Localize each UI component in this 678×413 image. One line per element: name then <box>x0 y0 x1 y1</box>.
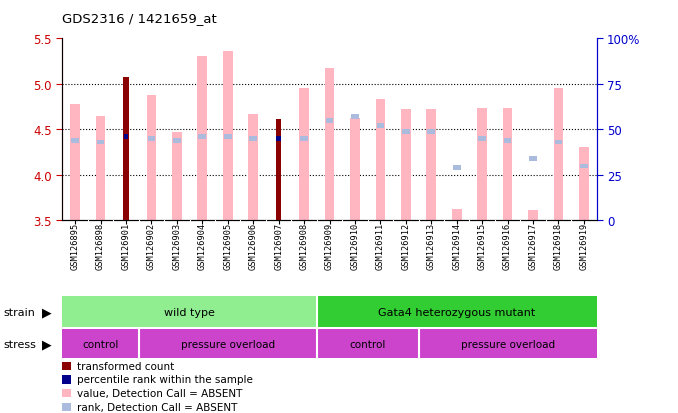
Bar <box>71 104 80 221</box>
Bar <box>530 157 537 161</box>
Text: GSM126914: GSM126914 <box>452 222 461 270</box>
Bar <box>223 52 233 221</box>
Text: control: control <box>82 339 119 349</box>
Text: control: control <box>349 339 386 349</box>
Bar <box>504 139 511 143</box>
Text: pressure overload: pressure overload <box>460 339 555 349</box>
Bar <box>402 130 410 134</box>
Bar <box>123 78 129 221</box>
Bar <box>71 139 79 143</box>
Bar <box>148 137 155 142</box>
Bar <box>580 164 588 169</box>
Bar <box>97 140 104 145</box>
Text: transformed count: transformed count <box>77 361 174 371</box>
Text: rank, Detection Call = ABSENT: rank, Detection Call = ABSENT <box>77 402 238 412</box>
Text: GSM126895: GSM126895 <box>71 222 79 270</box>
Text: Gata4 heterozygous mutant: Gata4 heterozygous mutant <box>378 307 536 317</box>
Bar <box>479 137 486 142</box>
Bar <box>173 139 180 143</box>
Bar <box>418 330 597 358</box>
Bar <box>197 57 207 221</box>
Bar <box>452 209 462 221</box>
Bar <box>96 116 105 221</box>
Text: GSM126911: GSM126911 <box>376 222 385 270</box>
Text: GSM126912: GSM126912 <box>401 222 410 270</box>
Bar <box>317 297 597 328</box>
Bar <box>123 135 128 140</box>
Text: percentile rank within the sample: percentile rank within the sample <box>77 375 253 385</box>
Bar <box>350 119 360 221</box>
Bar <box>376 124 384 129</box>
Bar <box>62 330 139 358</box>
Text: wild type: wild type <box>164 307 215 317</box>
Bar <box>401 110 411 221</box>
Text: GSM126901: GSM126901 <box>121 222 130 270</box>
Text: GSM126902: GSM126902 <box>147 222 156 270</box>
Bar <box>351 115 359 120</box>
Bar <box>250 137 257 142</box>
Bar <box>477 108 487 221</box>
Text: GDS2316 / 1421659_at: GDS2316 / 1421659_at <box>62 12 217 25</box>
Bar <box>172 133 182 221</box>
Bar <box>146 95 156 221</box>
Bar <box>427 130 435 134</box>
Text: GSM126910: GSM126910 <box>351 222 359 270</box>
Text: GSM126907: GSM126907 <box>274 222 283 270</box>
Text: GSM126908: GSM126908 <box>300 222 308 270</box>
Bar <box>317 330 418 358</box>
Text: value, Detection Call = ABSENT: value, Detection Call = ABSENT <box>77 388 243 398</box>
Text: GSM126898: GSM126898 <box>96 222 105 270</box>
Bar <box>554 88 563 221</box>
Text: GSM126919: GSM126919 <box>580 222 589 270</box>
Text: ▶: ▶ <box>42 337 52 351</box>
Bar <box>325 69 334 221</box>
Text: GSM126913: GSM126913 <box>426 222 436 270</box>
Bar <box>300 137 308 142</box>
Bar <box>139 330 317 358</box>
Text: GSM126917: GSM126917 <box>529 222 538 270</box>
Bar <box>528 210 538 221</box>
Bar <box>376 100 385 221</box>
Bar <box>248 115 258 221</box>
Bar <box>299 89 309 221</box>
Bar <box>277 137 281 142</box>
Text: GSM126906: GSM126906 <box>249 222 258 270</box>
Bar <box>426 110 436 221</box>
Text: strain: strain <box>3 307 35 317</box>
Bar <box>276 120 281 221</box>
Bar <box>453 166 460 171</box>
Bar <box>325 119 334 123</box>
Text: GSM126904: GSM126904 <box>198 222 207 270</box>
Bar <box>224 135 232 140</box>
Text: GSM126903: GSM126903 <box>172 222 181 270</box>
Bar <box>199 135 206 140</box>
Text: stress: stress <box>3 339 36 349</box>
Text: GSM126915: GSM126915 <box>478 222 487 270</box>
Bar <box>555 140 562 145</box>
Text: pressure overload: pressure overload <box>180 339 275 349</box>
Text: ▶: ▶ <box>42 306 52 318</box>
Bar <box>62 297 317 328</box>
Bar <box>503 109 513 221</box>
Bar <box>579 147 589 221</box>
Text: GSM126909: GSM126909 <box>325 222 334 270</box>
Text: GSM126918: GSM126918 <box>554 222 563 270</box>
Text: GSM126916: GSM126916 <box>503 222 512 270</box>
Text: GSM126905: GSM126905 <box>223 222 233 270</box>
